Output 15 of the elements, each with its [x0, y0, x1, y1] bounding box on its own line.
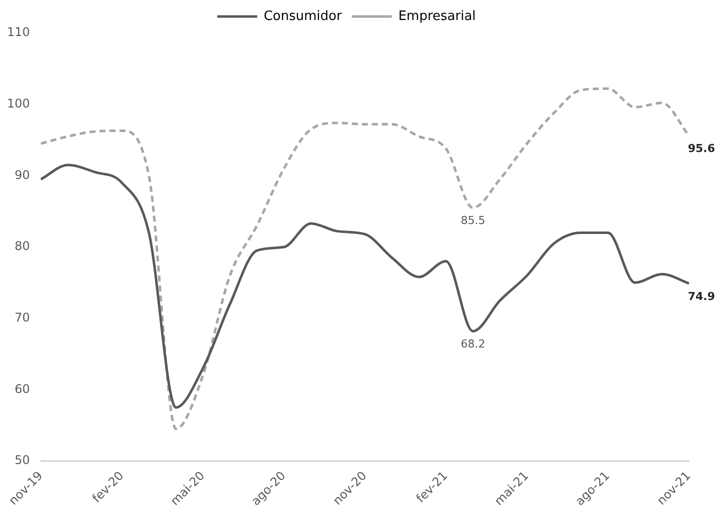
y-tick-label: 80 — [14, 239, 30, 254]
y-tick-label: 90 — [14, 168, 30, 182]
y-tick-label: 50 — [14, 453, 30, 468]
legend-label: Empresarial — [398, 8, 476, 24]
data-label: 68.2 — [460, 338, 486, 351]
y-tick-label: 60 — [14, 382, 30, 396]
data-label: 85.5 — [460, 214, 486, 228]
y-tick-label: 70 — [14, 310, 30, 324]
line-series — [40, 164, 690, 409]
data-label: 74.9 — [688, 290, 715, 303]
line-series — [40, 87, 690, 430]
data-label: 95.6 — [688, 142, 716, 156]
y-tick-label: 100 — [7, 96, 30, 110]
legend-label: Consumidor — [264, 8, 342, 24]
y-tick-label: 110 — [7, 25, 30, 40]
